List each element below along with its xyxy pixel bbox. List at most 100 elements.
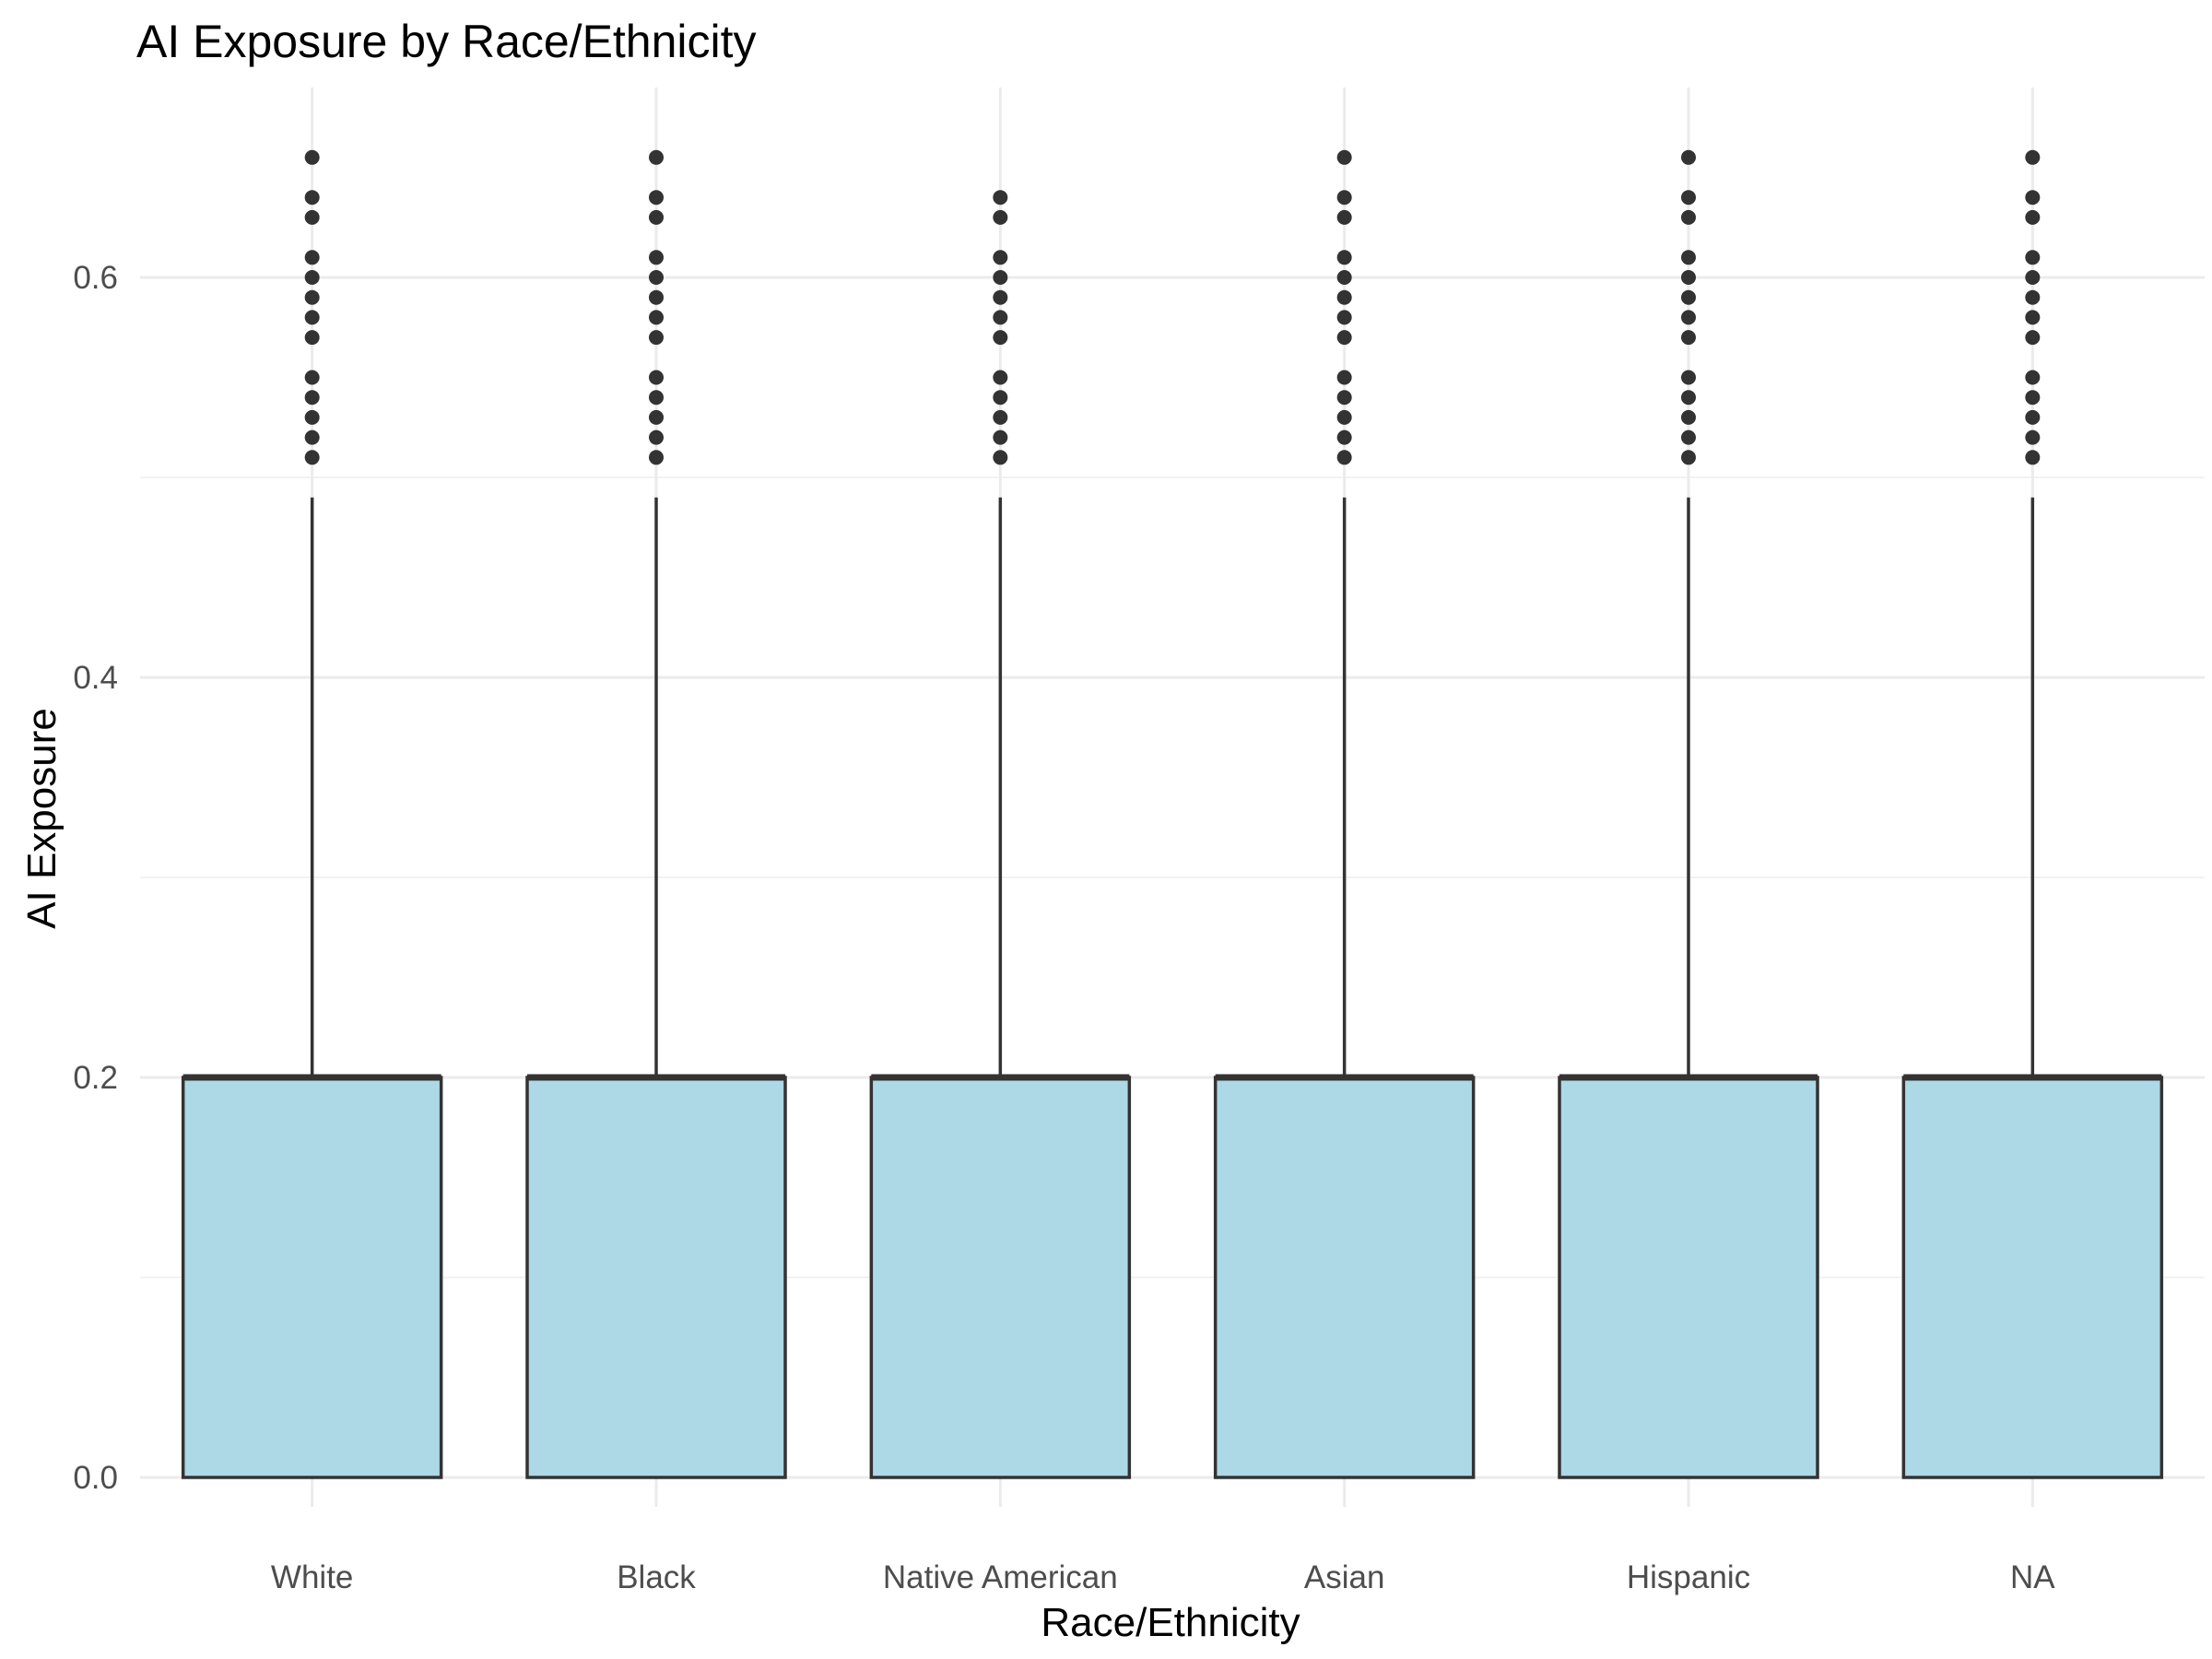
y-tick-label: 0.2 — [73, 1060, 118, 1096]
outlier-point — [649, 209, 664, 225]
outlier-point — [1336, 450, 1352, 465]
outlier-point — [649, 149, 664, 165]
outlier-point — [649, 429, 664, 445]
outlier-point — [304, 310, 320, 325]
outlier-point — [1681, 149, 1696, 165]
outlier-point — [1336, 190, 1352, 206]
outlier-point — [2025, 409, 2041, 425]
outlier-point — [2025, 450, 2041, 465]
outlier-point — [1336, 390, 1352, 406]
x-tick-label: White — [271, 1559, 353, 1595]
outlier-point — [2025, 310, 2041, 325]
outlier-point — [1681, 390, 1696, 406]
outlier-point — [993, 450, 1008, 465]
outlier-point — [304, 149, 320, 165]
outlier-point — [304, 209, 320, 225]
box-group — [1901, 149, 2164, 1479]
box-rect — [1213, 1076, 1476, 1479]
y-axis-title: AI Exposure — [19, 708, 65, 929]
outlier-point — [2025, 149, 2041, 165]
outlier-point — [649, 330, 664, 346]
outlier-point — [1681, 270, 1696, 285]
outlier-point — [304, 190, 320, 206]
box-group — [869, 190, 1132, 1479]
y-axis-ticks: 0.0 0.2 0.4 0.6 — [73, 260, 118, 1496]
outlier-point — [1681, 209, 1696, 225]
outlier-point — [1681, 429, 1696, 445]
x-tick-label: Asian — [1304, 1559, 1385, 1595]
box-rect — [1901, 1076, 2164, 1479]
outlier-point — [2025, 289, 2041, 305]
outlier-point — [1336, 209, 1352, 225]
y-tick-label: 0.6 — [73, 260, 118, 296]
x-axis-ticks: White Black Native American Asian Hispanic NA — [271, 1559, 2055, 1595]
outlier-point — [1681, 289, 1696, 305]
outlier-point — [1336, 289, 1352, 305]
box-group — [181, 149, 443, 1479]
outlier-point — [2025, 250, 2041, 265]
outlier-point — [649, 450, 664, 465]
outlier-point — [993, 289, 1008, 305]
outlier-point — [993, 390, 1008, 406]
outlier-point — [1336, 250, 1352, 265]
outlier-point — [1336, 270, 1352, 285]
outlier-point — [304, 370, 320, 385]
outlier-point — [2025, 330, 2041, 346]
y-tick-label: 0.4 — [73, 660, 118, 696]
x-tick-label: Hispanic — [1627, 1559, 1750, 1595]
grid-lines — [140, 88, 2205, 1507]
outlier-point — [1681, 310, 1696, 325]
outlier-point — [649, 370, 664, 385]
box-group — [525, 149, 787, 1479]
x-tick-label: Black — [617, 1559, 696, 1595]
y-tick-label: 0.0 — [73, 1460, 118, 1496]
outlier-point — [993, 270, 1008, 285]
outlier-point — [649, 270, 664, 285]
outlier-point — [1336, 409, 1352, 425]
outlier-point — [2025, 190, 2041, 206]
outlier-point — [304, 270, 320, 285]
outlier-point — [1681, 250, 1696, 265]
box-rect — [1558, 1076, 1819, 1479]
outlier-point — [2025, 429, 2041, 445]
outlier-point — [649, 289, 664, 305]
outlier-point — [1681, 450, 1696, 465]
outlier-point — [649, 250, 664, 265]
outlier-point — [304, 390, 320, 406]
outlier-point — [1681, 409, 1696, 425]
outlier-point — [993, 190, 1008, 206]
outlier-point — [304, 250, 320, 265]
outlier-point — [993, 330, 1008, 346]
outlier-point — [993, 409, 1008, 425]
outlier-point — [993, 310, 1008, 325]
outlier-point — [993, 209, 1008, 225]
outlier-point — [649, 409, 664, 425]
outlier-point — [649, 390, 664, 406]
x-axis-title: Race/Ethnicity — [1041, 1600, 1300, 1645]
outlier-point — [2025, 390, 2041, 406]
outlier-point — [2025, 209, 2041, 225]
x-tick-label: NA — [2010, 1559, 2055, 1595]
chart-title: AI Exposure by Race/Ethnicity — [136, 16, 757, 67]
x-tick-label: Native American — [883, 1559, 1118, 1595]
outlier-point — [1336, 429, 1352, 445]
outlier-point — [304, 289, 320, 305]
box-group — [1213, 149, 1476, 1479]
outlier-point — [1681, 330, 1696, 346]
outlier-point — [1336, 149, 1352, 165]
outlier-point — [1681, 370, 1696, 385]
box-rect — [181, 1076, 443, 1479]
outlier-point — [304, 429, 320, 445]
outlier-point — [649, 190, 664, 206]
outlier-point — [993, 250, 1008, 265]
box-group — [1558, 149, 1819, 1479]
outlier-point — [1336, 330, 1352, 346]
box-rect — [525, 1076, 787, 1479]
box-plots — [181, 149, 2164, 1479]
outlier-point — [1336, 310, 1352, 325]
outlier-point — [304, 330, 320, 346]
box-rect — [869, 1076, 1132, 1479]
outlier-point — [2025, 370, 2041, 385]
outlier-point — [1336, 370, 1352, 385]
